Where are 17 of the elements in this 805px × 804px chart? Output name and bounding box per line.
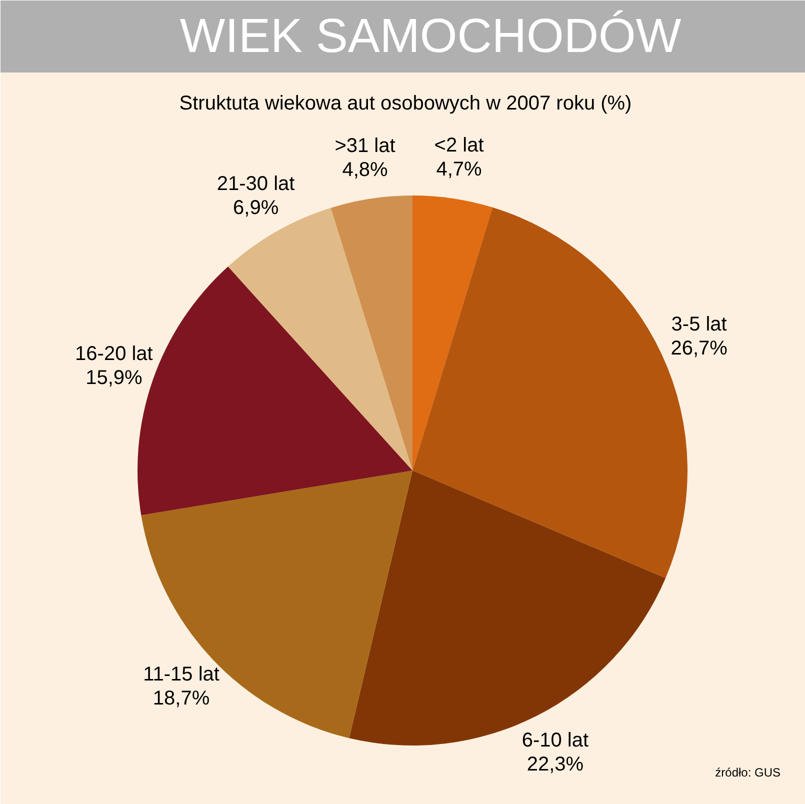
slice-label: 21-30 lat [216,172,296,195]
data-label: 4,7% [436,158,482,181]
slice-label: 16-20 lat [75,343,154,366]
data-label: 18,7% [152,687,210,710]
chart-subtitle: Struktuta wiekowa aut osobowych w 2007 roku (%) [179,92,632,114]
slice-label: <2 lat [434,134,484,157]
slice-label: 11-15 lat [143,663,220,686]
data-label: 26,7% [670,338,728,360]
data-label: 6,9% [233,196,279,219]
data-label: 22,3% [526,754,584,776]
data-label: 15,9% [86,367,143,390]
chart-title: WIEK SAMOCHODÓW [180,10,682,63]
slice-label: >31 lat [334,134,396,157]
data-label: 4,8% [342,158,388,181]
slice-label: 3-5 lat [671,314,728,336]
slice-label: 6-10 lat [522,730,589,752]
text: źródło: GUS [715,766,781,780]
